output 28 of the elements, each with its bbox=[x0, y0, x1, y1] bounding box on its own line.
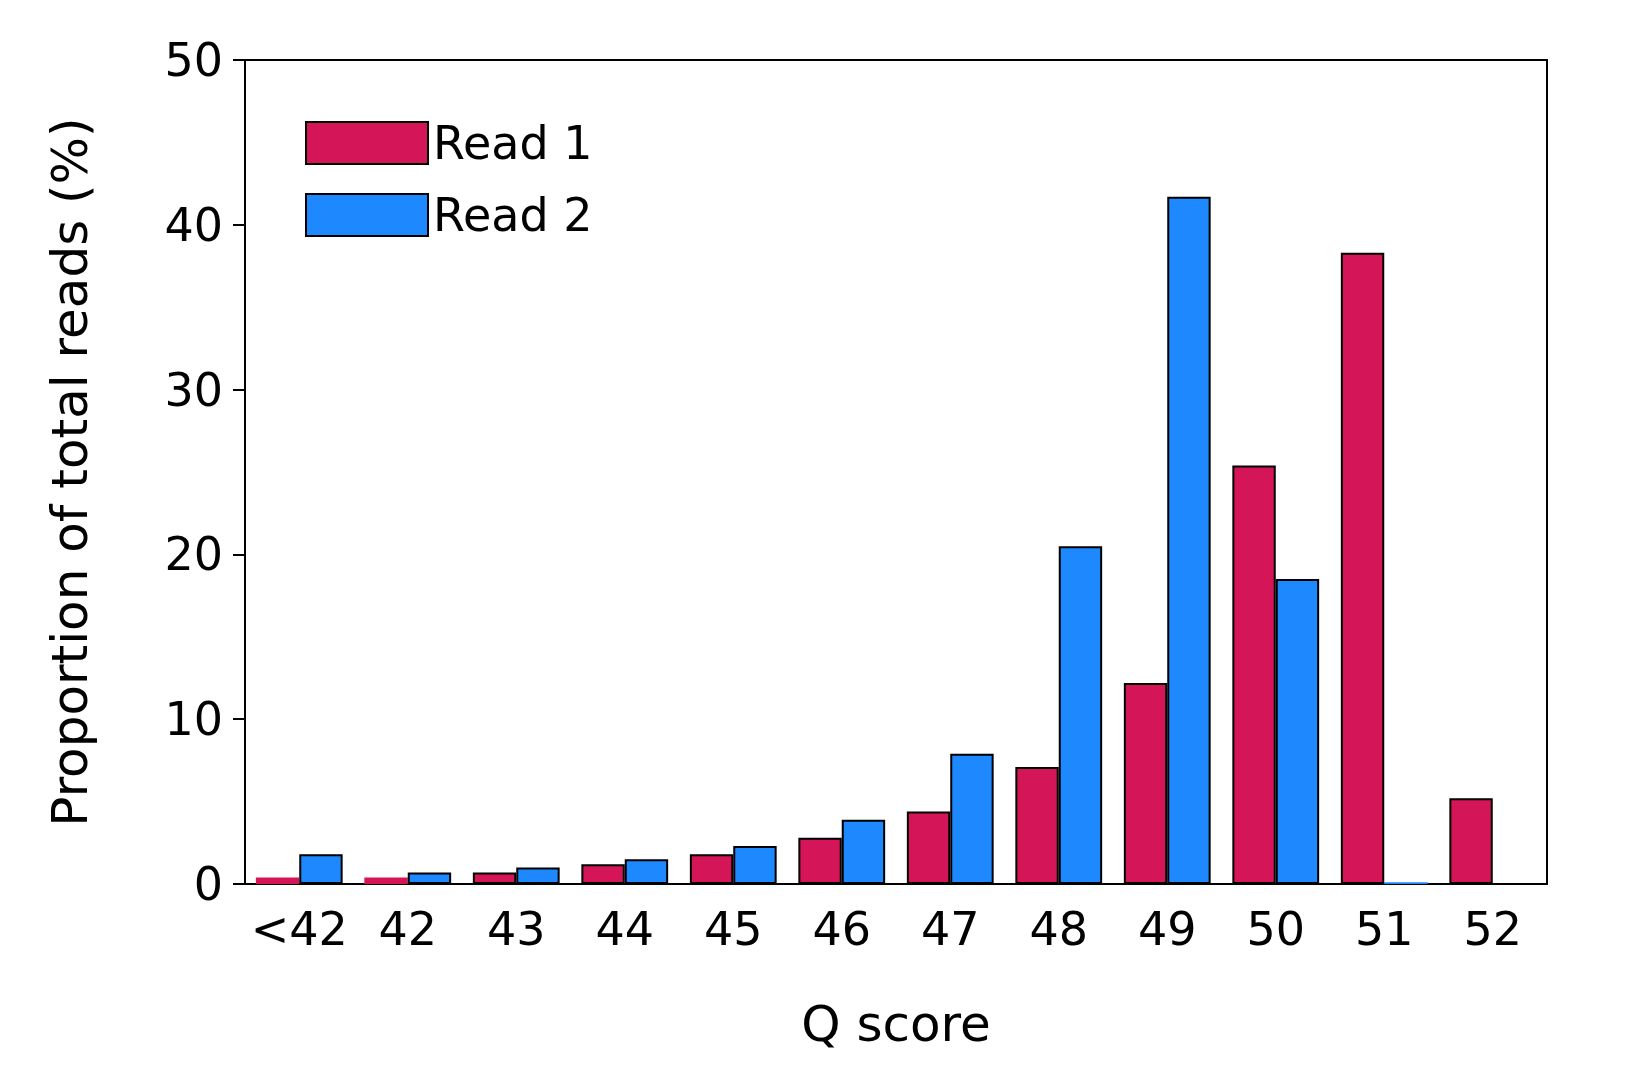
x-tick-label: 50 bbox=[1246, 902, 1306, 956]
y-tick-label: 30 bbox=[164, 362, 223, 417]
y-tick-label: 10 bbox=[164, 692, 223, 747]
x-axis-title: Q score bbox=[801, 995, 991, 1053]
x-tick-label: 52 bbox=[1463, 902, 1523, 956]
x-tick-label: 48 bbox=[1029, 902, 1089, 956]
y-tick-label: 0 bbox=[193, 857, 223, 911]
y-tick-label: 20 bbox=[164, 527, 223, 582]
y-tick-label: 50 bbox=[164, 33, 223, 87]
legend-label: Read 1 bbox=[433, 116, 593, 170]
bar bbox=[407, 872, 452, 884]
bar bbox=[255, 877, 300, 884]
x-tick-label: 49 bbox=[1137, 902, 1197, 956]
bar bbox=[1449, 798, 1493, 884]
x-tick-label: <42 bbox=[250, 902, 348, 956]
x-tick-label: 45 bbox=[703, 902, 763, 956]
y-tick-label: 40 bbox=[164, 197, 223, 252]
y-axis-title: Proportion of total reads (%) bbox=[41, 117, 99, 827]
x-tick-label: 44 bbox=[595, 902, 655, 956]
x-tick-label: 42 bbox=[378, 902, 438, 956]
bar bbox=[364, 877, 408, 884]
legend-label: Read 2 bbox=[433, 188, 593, 242]
bar bbox=[299, 854, 343, 884]
x-tick-label: 43 bbox=[486, 902, 546, 956]
x-tick-label: 47 bbox=[920, 902, 980, 956]
bar bbox=[1340, 252, 1385, 884]
x-tick-label: 51 bbox=[1354, 902, 1414, 956]
x-tick-label: 46 bbox=[812, 902, 872, 956]
